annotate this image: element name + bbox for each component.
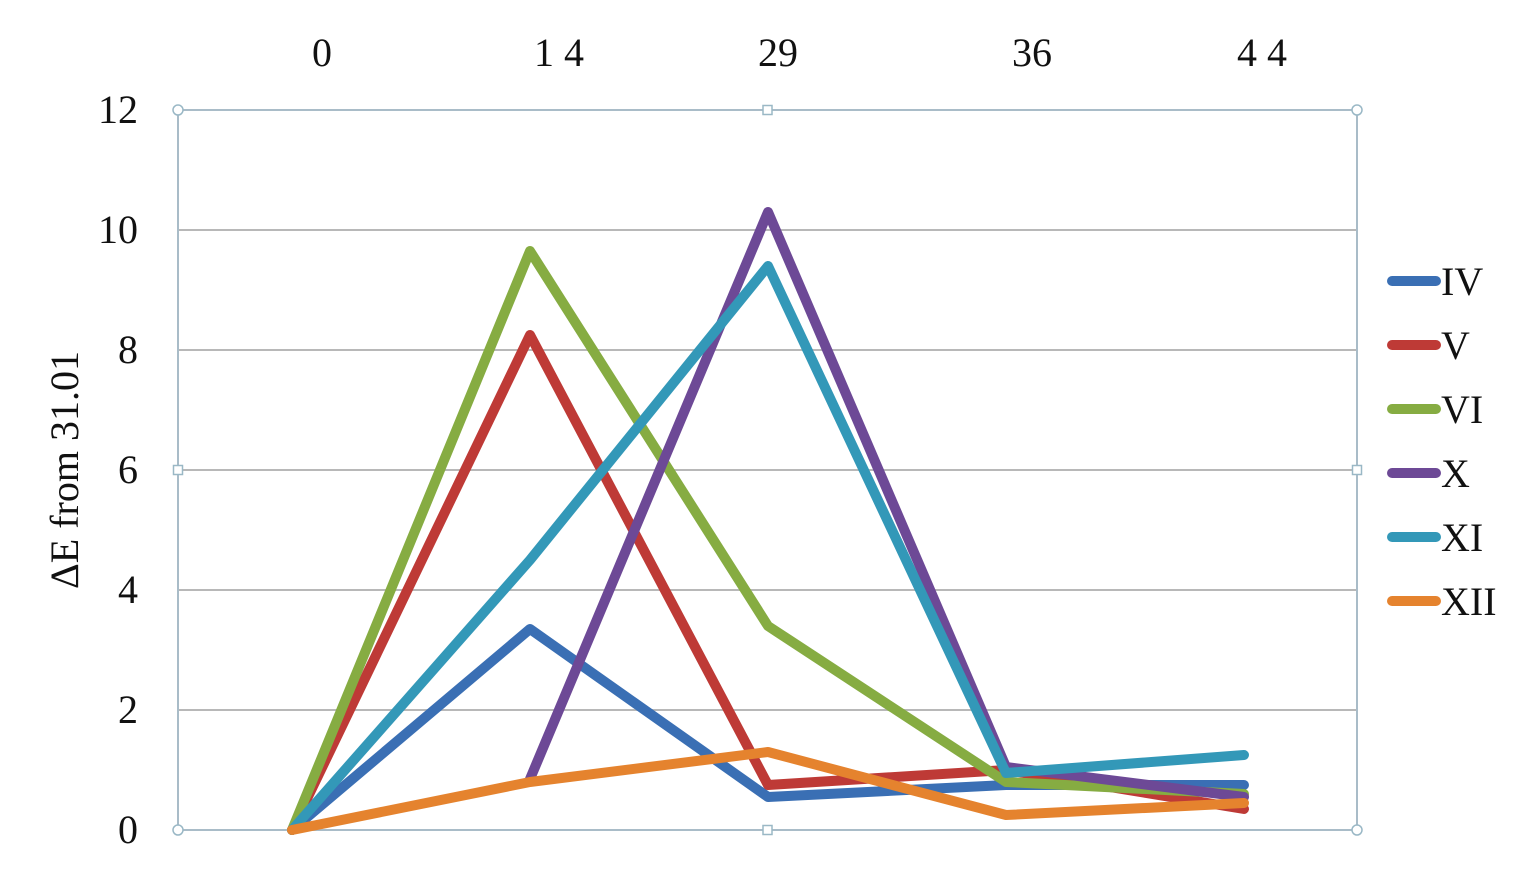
- series-line-xi: [287, 261, 1249, 835]
- resize-handle[interactable]: [1351, 824, 1363, 836]
- y-axis-ticks: 0 2 4 6 8 10 12: [98, 87, 138, 852]
- y-tick-label: 6: [118, 447, 138, 492]
- y-tick-label: 8: [118, 327, 138, 372]
- x-tick-label: 0: [312, 30, 332, 75]
- resize-handle[interactable]: [172, 824, 184, 836]
- resize-handle[interactable]: [762, 104, 773, 116]
- resize-handle[interactable]: [172, 464, 184, 476]
- selection-handles[interactable]: [172, 104, 1363, 836]
- x-tick-label: 36: [1012, 30, 1052, 75]
- y-tick-label: 4: [118, 567, 138, 612]
- series-line-vi: [287, 246, 1249, 835]
- legend-label: VI: [1441, 387, 1483, 432]
- y-tick-label: 2: [118, 687, 138, 732]
- legend-label: X: [1441, 451, 1470, 496]
- resize-handle[interactable]: [1351, 464, 1363, 476]
- series-lines: [287, 207, 1249, 835]
- resize-handle[interactable]: [172, 104, 184, 116]
- y-tick-label: 0: [118, 807, 138, 852]
- resize-handle[interactable]: [762, 824, 773, 836]
- legend: IV V VI X XI XII: [1387, 259, 1497, 624]
- x-tick-label: 29: [758, 30, 798, 75]
- legend-label: XI: [1441, 515, 1483, 560]
- legend-label: XII: [1441, 579, 1497, 624]
- x-axis-ticks: 0 1 4 29 36 4 4: [312, 30, 1287, 75]
- x-tick-label: 4 4: [1237, 30, 1287, 75]
- series-line-xii: [287, 747, 1249, 835]
- legend-label: V: [1441, 323, 1470, 368]
- y-tick-label: 12: [98, 87, 138, 132]
- legend-label: IV: [1441, 259, 1483, 304]
- resize-handle[interactable]: [1351, 104, 1363, 116]
- series-line-x: [525, 207, 1249, 802]
- y-axis-label: ΔE from 31.01: [42, 351, 87, 589]
- x-tick-label: 1 4: [534, 30, 584, 75]
- y-tick-label: 10: [98, 207, 138, 252]
